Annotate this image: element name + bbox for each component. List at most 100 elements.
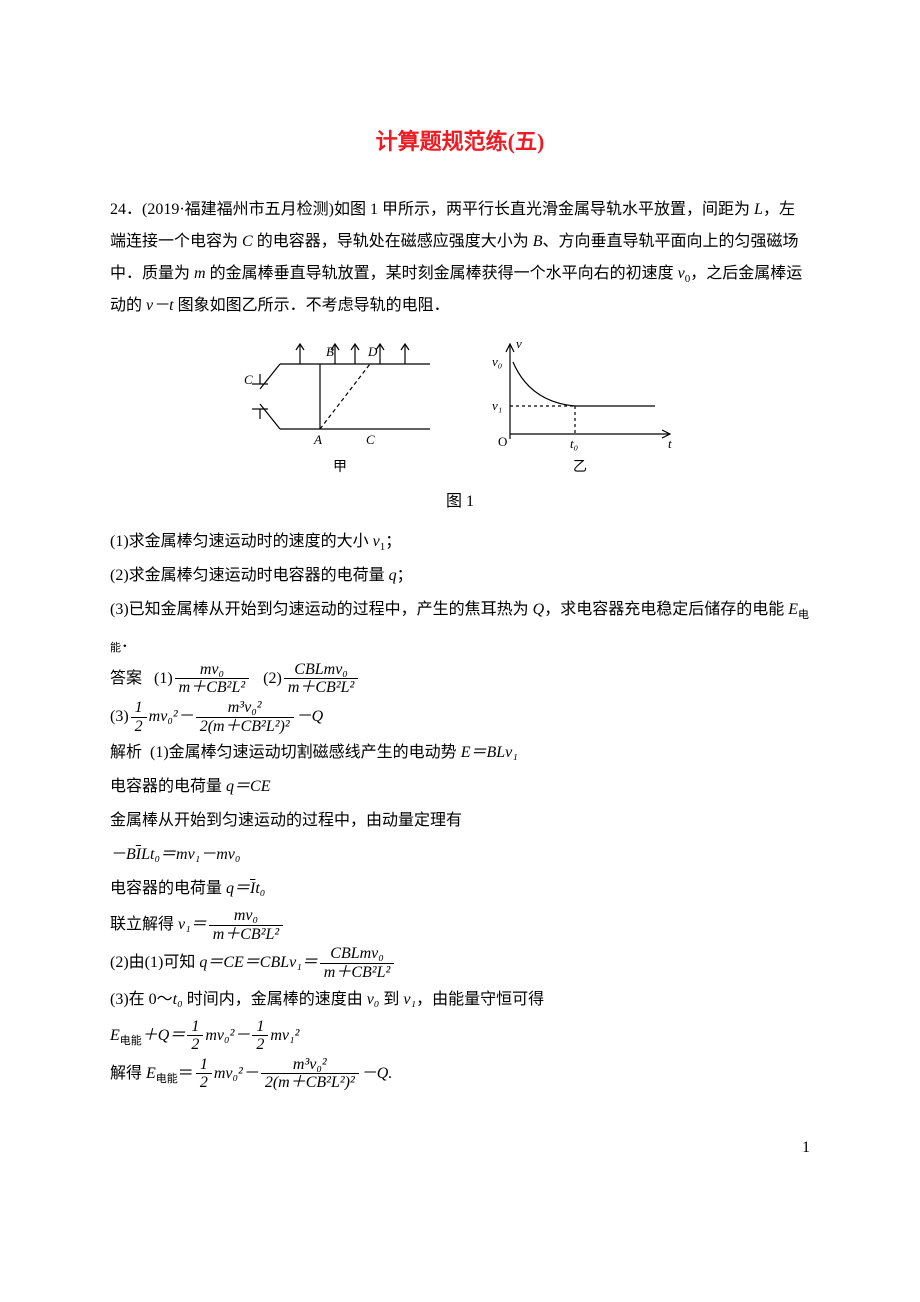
s7-den: m＋CB²L² bbox=[320, 964, 395, 982]
s9-mid1: ＋Q＝ bbox=[142, 1026, 186, 1043]
s9-f1: 12 bbox=[185, 1018, 205, 1054]
problem-number: 24． bbox=[110, 201, 142, 218]
label-O: O bbox=[498, 434, 507, 449]
answer-line-1: 答案 (1)mv₀ m＋CB²L² (2)CBLmv₀m＋CB²L² bbox=[110, 661, 810, 697]
solution-8: (3)在 0～t₀ 时间内，金属棒的速度由 v₀ 到 v₁，由能量守恒可得 bbox=[110, 984, 810, 1016]
s9-f1n: 1 bbox=[187, 1018, 203, 1037]
s7-mid: q＝CE＝CBLv₁＝ bbox=[199, 954, 317, 971]
label-t0: t₀ bbox=[570, 436, 578, 451]
s8-v1: v₁ bbox=[403, 991, 416, 1008]
question-3: (3)已知金属棒从开始到匀速运动的过程中，产生的焦耳热为 Q，求电容器充电稳定后… bbox=[110, 594, 810, 658]
s8d: ，由能量守恒可得 bbox=[416, 991, 544, 1008]
vt-graph-icon: v v₀ v₁ O t₀ t bbox=[480, 334, 680, 454]
label-B: B bbox=[326, 344, 334, 359]
s10-f2d: 2(m＋CB²L²)² bbox=[261, 1074, 359, 1092]
s9-f1d: 2 bbox=[187, 1036, 203, 1054]
sym-m: m bbox=[194, 265, 206, 282]
s8b: 时间内，金属棒的速度由 bbox=[183, 991, 367, 1008]
solution-1: 解析 (1)金属棒匀速运动切割磁感线产生的电动势 E＝BLv₁ bbox=[110, 737, 810, 769]
sym-L: L bbox=[754, 201, 763, 218]
a2-frac: CBLmv₀m＋CB²L² bbox=[282, 661, 361, 697]
figure-caption: 图 1 bbox=[110, 486, 810, 518]
a2-den: m＋CB²L² bbox=[284, 679, 359, 697]
stem-3: 的电容器，导轨处在磁感应强度大小为 bbox=[253, 233, 533, 250]
label-t: t bbox=[668, 436, 672, 451]
question-2: (2)求金属棒匀速运动时电容器的电荷量 q； bbox=[110, 560, 810, 592]
s10-tail: －Q. bbox=[361, 1064, 393, 1081]
s9-m1: mv₀²－ bbox=[205, 1026, 250, 1043]
a3-f1d: 2 bbox=[131, 718, 147, 736]
answer-line-2: (3)12mv₀²－m³v₀²2(m＋CB²L²)²－Q bbox=[110, 699, 810, 735]
label-v: v bbox=[516, 336, 522, 351]
stem-7: 图象如图乙所示．不考虑导轨的电阻． bbox=[174, 297, 450, 314]
s7-frac: CBLmv₀m＋CB²L² bbox=[318, 945, 397, 981]
s10-eq: ＝ bbox=[178, 1064, 194, 1081]
s2-eq: q＝CE bbox=[226, 778, 270, 795]
s9-f2: 12 bbox=[250, 1018, 270, 1054]
solution-7: (2)由(1)可知 q＝CE＝CBLv₁＝CBLmv₀m＋CB²L² bbox=[110, 945, 810, 981]
answer-label: 答案 bbox=[110, 670, 142, 687]
label-C: C bbox=[244, 372, 253, 387]
question-1: (1)求金属棒匀速运动时的速度的大小 v1； bbox=[110, 526, 810, 558]
q3-E: E bbox=[788, 601, 798, 618]
solution-6: 联立解得 v₁＝mv₀m＋CB²L² bbox=[110, 907, 810, 943]
s10-f1n: 1 bbox=[196, 1056, 212, 1075]
a3-f1n: 1 bbox=[131, 699, 147, 718]
q3-b: ，求电容器充电稳定后储存的电能 bbox=[544, 601, 788, 618]
s6-v: v₁＝ bbox=[178, 916, 207, 933]
s7: (2)由(1)可知 bbox=[110, 954, 199, 971]
q1-text: (1)求金属棒匀速运动时的速度的大小 bbox=[110, 533, 373, 550]
q3-a: (3)已知金属棒从开始到匀速运动的过程中，产生的焦耳热为 bbox=[110, 601, 533, 618]
s9-sub: 电能 bbox=[120, 1034, 142, 1046]
figure-left: B D C A C 甲 bbox=[240, 334, 440, 482]
label-v1: v₁ bbox=[492, 398, 502, 413]
s7-num: CBLmv₀ bbox=[320, 945, 395, 964]
label-D: D bbox=[367, 344, 378, 359]
a1-pre: (1) bbox=[154, 670, 173, 687]
s8a: (3)在 0～ bbox=[110, 991, 173, 1008]
page-number: 1 bbox=[110, 1132, 810, 1164]
s4-lhs: －B bbox=[110, 846, 136, 863]
solution-2: 电容器的电荷量 q＝CE bbox=[110, 771, 810, 803]
q2-end: ； bbox=[397, 567, 413, 584]
s10-f1: 12 bbox=[194, 1056, 214, 1092]
s9-f2d: 2 bbox=[252, 1036, 268, 1054]
circuit-diagram-icon: B D C A C bbox=[240, 334, 440, 454]
s5: 电容器的电荷量 bbox=[110, 880, 226, 897]
s6: 联立解得 bbox=[110, 916, 178, 933]
s8-v0: v₀ bbox=[367, 991, 380, 1008]
s6-frac: mv₀m＋CB²L² bbox=[207, 907, 286, 943]
s10-sub: 电能 bbox=[156, 1073, 178, 1085]
figure-left-label: 甲 bbox=[240, 454, 440, 482]
s10-f1d: 2 bbox=[196, 1074, 212, 1092]
a3-tail: －Q bbox=[296, 708, 324, 725]
a2-pre: (2) bbox=[263, 670, 282, 687]
label-A: A bbox=[313, 432, 322, 447]
a3-m1: mv₀²－ bbox=[149, 708, 194, 725]
stem-5: 的金属棒垂直导轨放置，某时刻金属棒获得一个水平向右的初速度 bbox=[206, 265, 678, 282]
a3-f2n: m³v₀² bbox=[196, 699, 294, 718]
q1-end: ； bbox=[385, 533, 401, 550]
s6-den: m＋CB²L² bbox=[209, 926, 284, 944]
s8c: 到 bbox=[379, 991, 403, 1008]
s10-f2: m³v₀²2(m＋CB²L²)² bbox=[259, 1056, 361, 1092]
solution-5: 电容器的电荷量 q＝It₀ bbox=[110, 873, 810, 905]
problem-block: 24．(2019·福建福州市五月检测)如图 1 甲所示，两平行长直光滑金属导轨水… bbox=[110, 194, 810, 1092]
a1-num: mv₀ bbox=[175, 661, 250, 680]
label-Cb: C bbox=[366, 432, 375, 447]
s4-mid: Lt₀＝mv₁－mv₀ bbox=[141, 846, 240, 863]
problem-stem: 24．(2019·福建福州市五月检测)如图 1 甲所示，两平行长直光滑金属导轨水… bbox=[110, 194, 810, 322]
q2-v: q bbox=[389, 567, 397, 584]
solution-label: 解析 bbox=[110, 744, 142, 761]
s2: 电容器的电荷量 bbox=[110, 778, 226, 795]
title-text: 计算题规范练(五) bbox=[376, 129, 545, 154]
s8-t0: t₀ bbox=[173, 991, 183, 1008]
sym-vt: v－t bbox=[146, 297, 174, 314]
s6-num: mv₀ bbox=[209, 907, 284, 926]
s1-eq: E＝BLv₁ bbox=[461, 744, 518, 761]
a3-f2d: 2(m＋CB²L²)² bbox=[196, 718, 294, 736]
s10-E: E bbox=[146, 1064, 156, 1081]
a2-num: CBLmv₀ bbox=[284, 661, 359, 680]
s10-f2n: m³v₀² bbox=[261, 1056, 359, 1075]
stem-1: 如图 1 甲所示，两平行长直光滑金属导轨水平放置，间距为 bbox=[334, 201, 754, 218]
